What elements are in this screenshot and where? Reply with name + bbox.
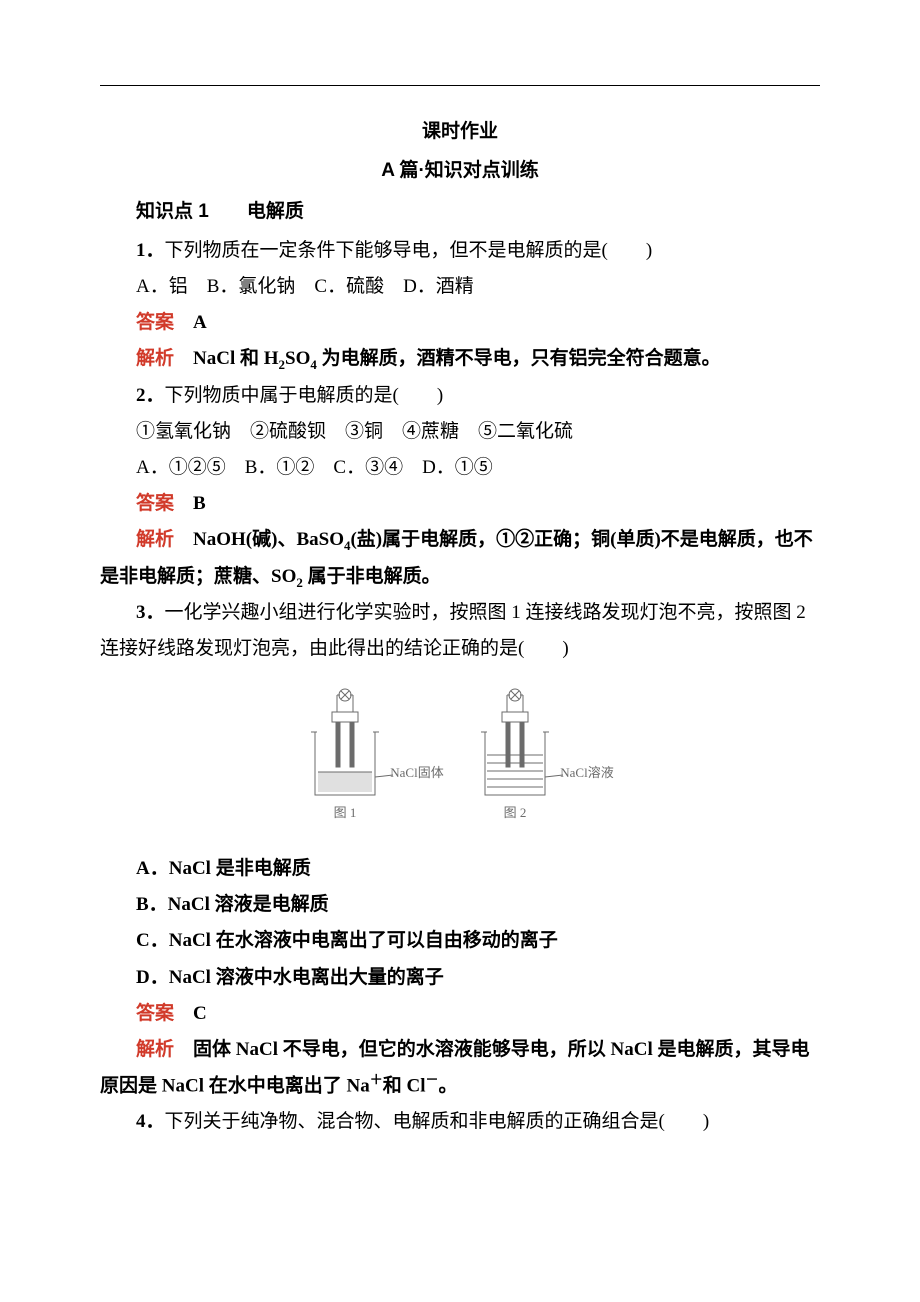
q1-answer-row: 答案 A xyxy=(100,305,820,341)
q2-number: 2． xyxy=(136,385,165,406)
q2-explain: 解析 NaOH(碱)、BaSO4(盐)属于电解质，①②正确；铜(单质)不是电解质… xyxy=(100,522,820,595)
answer-label: 答案 xyxy=(136,1003,174,1024)
sup: ＋ xyxy=(370,1072,383,1087)
q1-options: A．铝 B．氯化钠 C．硫酸 D．酒精 xyxy=(100,269,820,305)
q3-number: 3． xyxy=(136,602,165,623)
q2-explain-post: 属于非电解质。 xyxy=(303,566,441,587)
q3-option-b: B．NaCl 溶液是电解质 xyxy=(100,887,820,923)
diagram-left-caption: 图 1 xyxy=(334,805,357,820)
q3-answer-row: 答案 C xyxy=(100,996,820,1032)
sup: － xyxy=(425,1072,438,1087)
q1-text: 下列物质在一定条件下能够导电，但不是电解质的是( ) xyxy=(165,240,653,261)
q4-text: 下列关于纯净物、混合物、电解质和非电解质的正确组合是( ) xyxy=(165,1111,710,1132)
q3-explain: 解析 固体 NaCl 不导电，但它的水溶液能够导电，所以 NaCl 是电解质，其… xyxy=(100,1032,820,1105)
q1-answer: A xyxy=(193,312,207,333)
answer-label: 答案 xyxy=(136,312,174,333)
q2-answer: B xyxy=(193,493,206,514)
q3-explain-post: 。 xyxy=(439,1075,458,1096)
q1-explain-post: 为电解质，酒精不导电，只有铝完全符合题意。 xyxy=(317,348,721,369)
q3-option-a: A．NaCl 是非电解质 xyxy=(100,851,820,887)
q3-text: 一化学兴趣小组进行化学实验时，按照图 1 连接线路发现灯泡不亮，按照图 2 连接… xyxy=(100,602,806,659)
section-heading: 知识点 1 电解质 xyxy=(100,196,820,223)
explain-label: 解析 xyxy=(136,1039,174,1060)
page-title: 课时作业 xyxy=(100,116,820,143)
explain-label: 解析 xyxy=(136,348,174,369)
q2-answer-row: 答案 B xyxy=(100,486,820,522)
diagram-left-label: NaCl固体 xyxy=(390,765,443,780)
q2-options-line1: ①氢氧化钠 ②硫酸钡 ③铜 ④蔗糖 ⑤二氧化硫 xyxy=(100,414,820,450)
page-subtitle: A 篇·知识对点训练 xyxy=(100,155,820,182)
beaker-circuit-diagram-icon: NaCl固体 图 1 xyxy=(295,677,625,832)
q4-stem: 4．下列关于纯净物、混合物、电解质和非电解质的正确组合是( ) xyxy=(100,1104,820,1140)
q1-number: 1． xyxy=(136,240,165,261)
q2-text: 下列物质中属于电解质的是( ) xyxy=(165,385,444,406)
q2-explain-pre: NaOH(碱)、BaSO xyxy=(193,529,344,550)
q2-options-line2: A．①②⑤ B．①② C．③④ D．①⑤ xyxy=(100,450,820,486)
q1-explain: 解析 NaCl 和 H2SO4 为电解质，酒精不导电，只有铝完全符合题意。 xyxy=(100,341,820,377)
q3-stem: 3．一化学兴趣小组进行化学实验时，按照图 1 连接线路发现灯泡不亮，按照图 2 … xyxy=(100,595,820,667)
q3-answer: C xyxy=(193,1003,207,1024)
top-divider xyxy=(100,85,820,86)
section-topic: 电解质 xyxy=(247,201,304,222)
explain-label: 解析 xyxy=(136,529,174,550)
q1-explain-mid: SO xyxy=(285,348,310,369)
q2-stem: 2．下列物质中属于电解质的是( ) xyxy=(100,378,820,414)
q1-explain-pre: NaCl 和 H xyxy=(193,348,279,369)
answer-label: 答案 xyxy=(136,493,174,514)
experiment-diagram: NaCl固体 图 1 xyxy=(100,677,820,837)
q1-stem: 1．下列物质在一定条件下能够导电，但不是电解质的是( ) xyxy=(100,233,820,269)
section-prefix: 知识点 1 xyxy=(136,201,209,222)
q3-option-c: C．NaCl 在水溶液中电离出了可以自由移动的离子 xyxy=(100,923,820,959)
q3-option-d: D．NaCl 溶液中水电离出大量的离子 xyxy=(100,960,820,996)
diagram-right-caption: 图 2 xyxy=(504,805,527,820)
q4-number: 4． xyxy=(136,1111,165,1132)
diagram-right-label: NaCl溶液 xyxy=(560,765,613,780)
q3-explain-mid: 和 Cl xyxy=(383,1075,426,1096)
